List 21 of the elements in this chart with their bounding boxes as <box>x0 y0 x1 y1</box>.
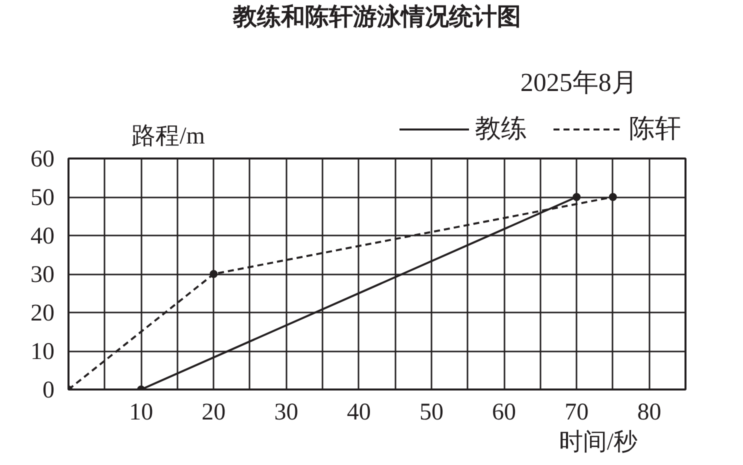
x-tick-label: 80 <box>637 400 662 426</box>
chart-subtitle: 2025年8月 <box>520 68 638 97</box>
y-tick-label: 30 <box>30 262 54 288</box>
y-tick-label: 50 <box>30 185 54 211</box>
y-axis-title: 路程/m <box>132 124 206 150</box>
legend-label: 陈轩 <box>629 113 682 145</box>
x-tick-label: 10 <box>129 400 154 426</box>
x-tick-label: 40 <box>346 400 371 426</box>
y-tick-label: 60 <box>30 146 54 172</box>
y-tick-label: 40 <box>30 224 54 250</box>
x-tick-label: 50 <box>419 400 444 426</box>
x-axis-title: 时间/秒 <box>558 430 638 456</box>
chart-title: 教练和陈轩游泳情况统计图 <box>232 2 521 30</box>
y-tick-label: 0 <box>42 378 54 404</box>
y-tick-label: 20 <box>30 300 54 326</box>
x-tick-label: 30 <box>274 400 298 426</box>
x-tick-label: 20 <box>202 400 226 426</box>
x-tick-label: 60 <box>492 400 516 426</box>
x-tick-label: 70 <box>564 400 589 426</box>
y-tick-label: 10 <box>30 339 54 365</box>
legend-label: 教练 <box>475 113 528 145</box>
